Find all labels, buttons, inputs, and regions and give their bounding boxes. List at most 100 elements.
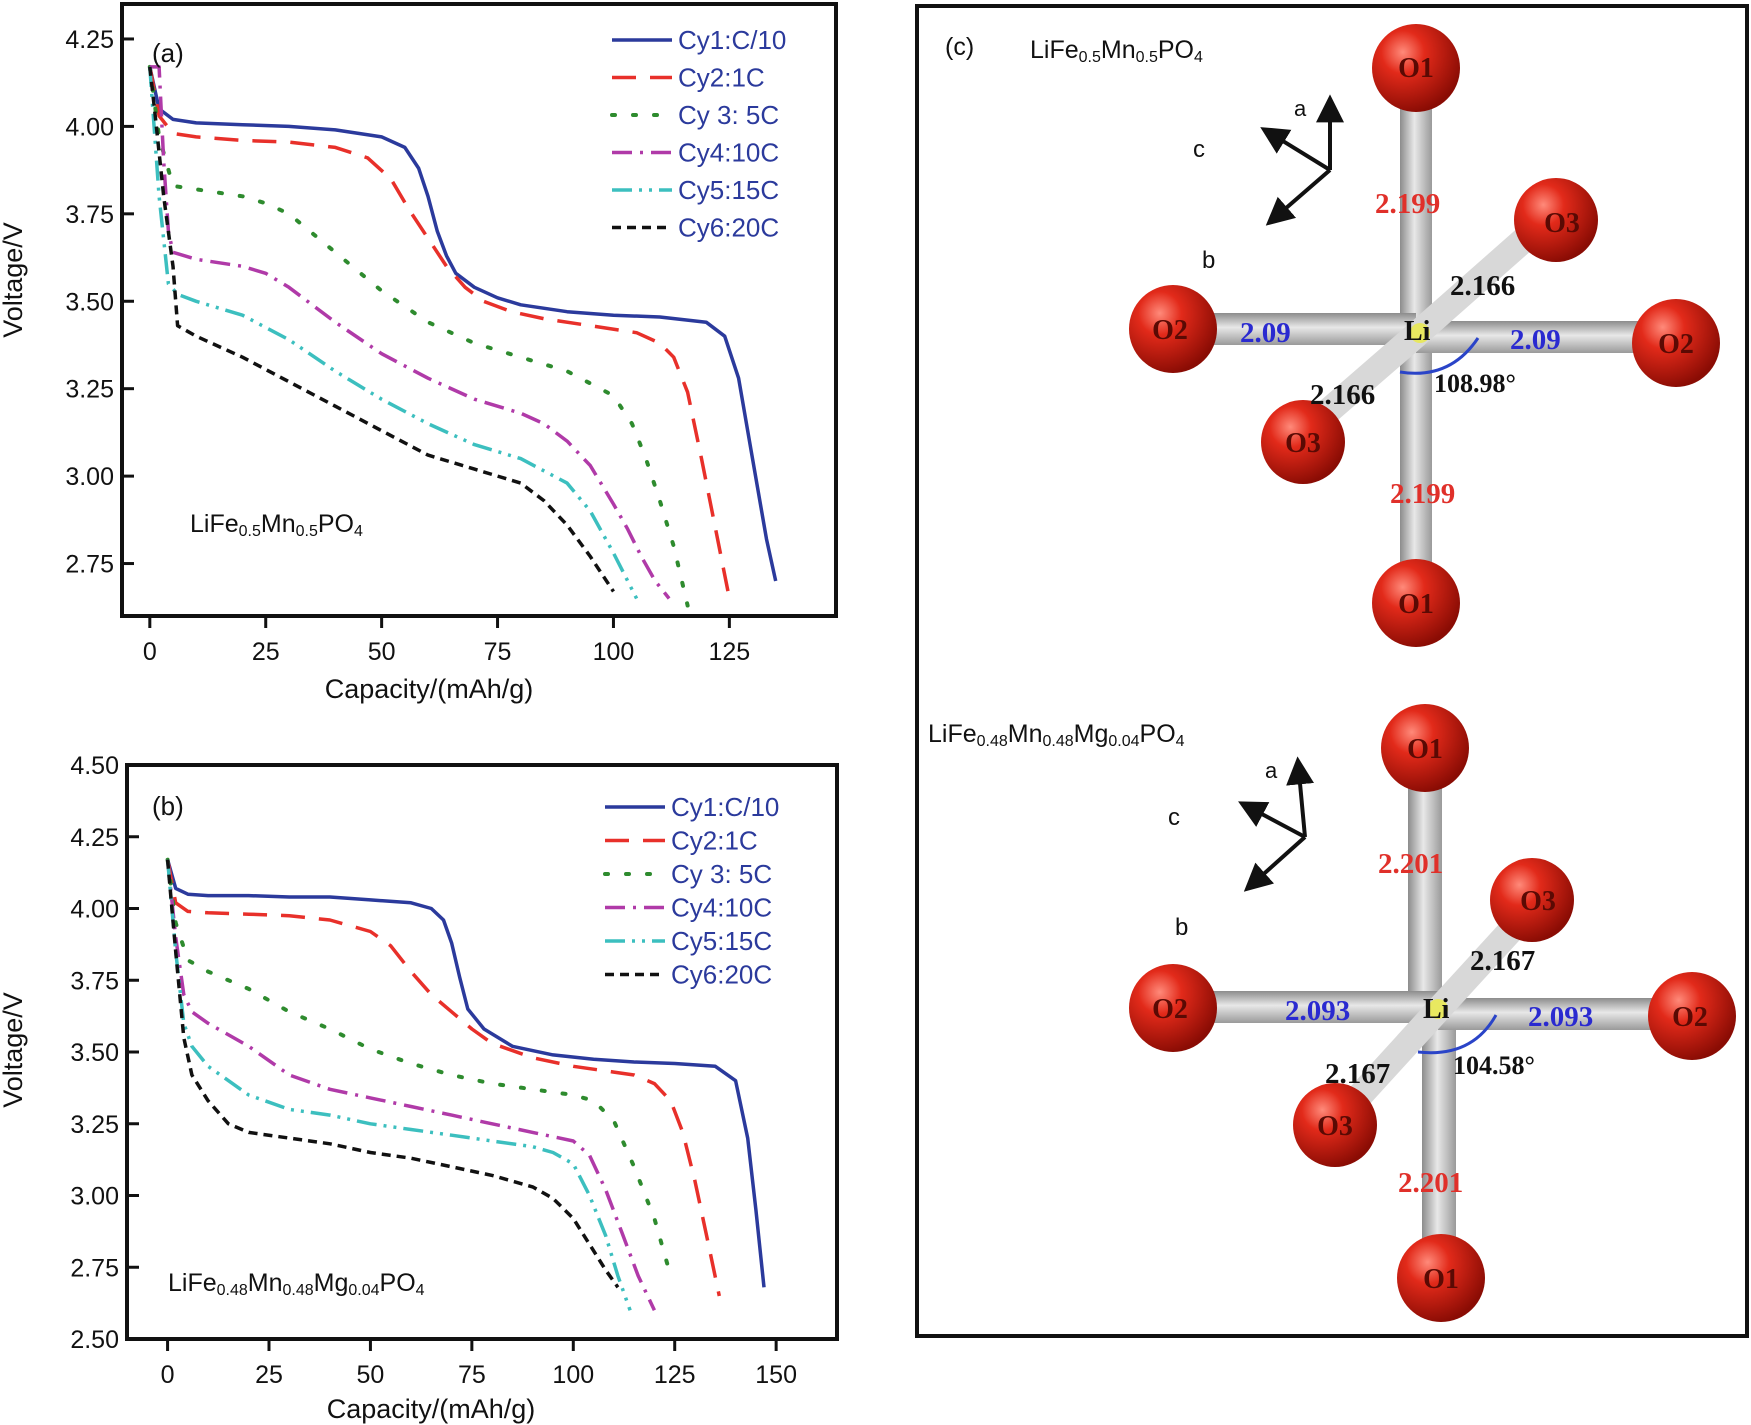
atom2-o1-top-label: O1 [1407,734,1443,765]
y-tick-label: 2.75 [65,551,114,579]
x-tick-label: 25 [255,1361,283,1389]
y-tick-label: 3.75 [70,967,119,995]
structure-1-li-label: Li [1404,316,1431,347]
legend-label-3: Cy 3: 5C [671,859,772,889]
panel-b-x-axis-label: Capacity/(mAh/g) [327,1394,536,1424]
legend-label-5: Cy5:15C [678,175,779,205]
legend-label-2: Cy2:1C [678,63,765,93]
y-tick-label: 4.25 [70,824,119,852]
panel-b-x-ticks: 0 25 50 75 100 125 150 [161,1339,797,1389]
y-tick-label: 3.00 [65,463,114,491]
structure-1-angle-arc [1399,337,1480,375]
panel-a-y-axis-label: Voltage/V [0,222,28,338]
structure-2-axis-c: c [1168,804,1180,831]
structure-2-axis-a: a [1265,758,1278,783]
bond2-length-o1-bottom: 2.201 [1398,1167,1463,1199]
x-tick-label: 100 [552,1361,594,1389]
panel-c-label: (c) [945,33,974,61]
x-tick-label: 75 [484,638,512,666]
panel-a-series-group [147,64,778,608]
legend-label-5: Cy5:15C [671,926,772,956]
structure-1-axis-a: a [1294,96,1307,121]
panel-a-x-axis-label: Capacity/(mAh/g) [325,674,534,704]
panel-a-label: (a) [152,38,184,68]
y-tick-label: 4.25 [65,26,114,54]
bond2-o1-top [1408,752,1442,1007]
structure-1-angle: 108.98° [1434,369,1516,398]
series-line-5 [148,66,639,600]
atom-o2-left [1129,285,1217,373]
x-tick-label: 25 [252,638,280,666]
atom2-o3-upper [1490,858,1574,942]
panel-b-label: (b) [152,791,184,821]
atom2-o1-top [1381,704,1469,792]
y-tick-label: 3.00 [70,1183,119,1211]
series-line-2 [148,66,732,599]
atom2-o2-right [1648,972,1736,1060]
panel-b-y-axis-label: Voltage/V [0,992,28,1108]
panel-a-plot-frame [120,2,838,618]
atom2-o3-lower-label: O3 [1317,1111,1353,1142]
x-tick-label: 0 [143,638,157,666]
bond2-length-o2-right: 2.093 [1528,1001,1593,1033]
atom2-o3-upper-label: O3 [1520,886,1556,917]
panel-a-compound: LiFe0.5Mn0.5PO4 [190,510,363,540]
series-line-3 [147,64,690,608]
bond2-length-o3-lower: 2.167 [1325,1058,1390,1090]
structure-2: LiFe0.48Mn0.48Mg0.04PO4 a c b Li 104.58°… [928,704,1736,1322]
panel-b-compound: LiFe0.48Mn0.48Mg0.04PO4 [168,1269,425,1299]
x-tick-label: 75 [458,1361,486,1389]
atom-o1-top-label: O1 [1398,53,1434,84]
structure-2-li-atom [1428,999,1448,1019]
x-tick-label: 150 [755,1361,797,1389]
panel-b-series-group [165,857,766,1312]
y-tick-label: 2.75 [70,1254,119,1282]
structure-1-axis-b: b [1202,247,1215,274]
atom2-o2-left-label: O2 [1152,994,1188,1025]
structure-2-axes-indicator: a c b [1168,756,1315,941]
bond2-length-o2-left: 2.093 [1285,995,1350,1027]
legend-label-6: Cy6:20C [671,960,772,990]
atom-o3-lower [1261,400,1345,484]
atom-o1-top [1372,24,1460,112]
x-tick-label: 125 [709,638,751,666]
legend-label-6: Cy6:20C [678,213,779,243]
bond-length-o1-top: 2.199 [1375,188,1440,220]
y-tick-label: 3.75 [65,201,114,229]
series-line-4 [165,859,656,1312]
series-line-6 [148,66,615,593]
bond2-length-o3-upper: 2.167 [1470,945,1535,977]
y-tick-label: 4.50 [70,752,119,780]
series-line-2 [165,859,722,1297]
atom-o3-lower-label: O3 [1285,428,1321,459]
legend-label-1: Cy1:C/10 [671,792,779,822]
bond-o2-right [1416,321,1666,353]
atom2-o1-bottom [1397,1234,1485,1322]
panel-a-chart: 2.75 3.00 3.25 3.50 3.75 4.00 4.25 0 25 50 75 100 1… [0,2,838,704]
x-tick-label: 50 [357,1361,385,1389]
structure-2-angle: 104.58° [1453,1051,1535,1080]
bond-o1-bottom [1400,335,1432,603]
panel-b-chart: 2.50 2.75 3.00 3.25 3.50 3.75 4.00 4.25 4.50 0 25… [0,752,839,1424]
atom-o1-bottom-label: O1 [1398,589,1434,620]
y-tick-label: 3.25 [65,376,114,404]
series-line-5 [165,859,632,1311]
structure-1-compound: LiFe0.5Mn0.5PO4 [1030,36,1203,66]
atom2-o2-left [1129,964,1217,1052]
bond-length-o2-left: 2.09 [1240,317,1291,349]
bond-length-o1-bottom: 2.199 [1390,478,1455,510]
legend-label-4: Cy4:10C [678,138,779,168]
x-tick-label: 100 [593,638,635,666]
x-tick-label: 125 [654,1361,696,1389]
x-tick-label: 0 [161,1361,175,1389]
y-tick-label: 3.50 [65,288,114,316]
atom-o3-upper [1514,178,1598,262]
structure-2-li-label: Li [1423,994,1450,1025]
panel-c-structures: (c) LiFe0.5Mn0.5PO4 a c b Li [915,4,1749,1338]
atom-o2-right [1632,299,1720,387]
series-line-1 [165,859,766,1288]
bond-o3-upper [1403,217,1548,348]
y-tick-label: 4.00 [70,896,119,924]
structure-1-axes-indicator: a c b [1193,94,1344,274]
